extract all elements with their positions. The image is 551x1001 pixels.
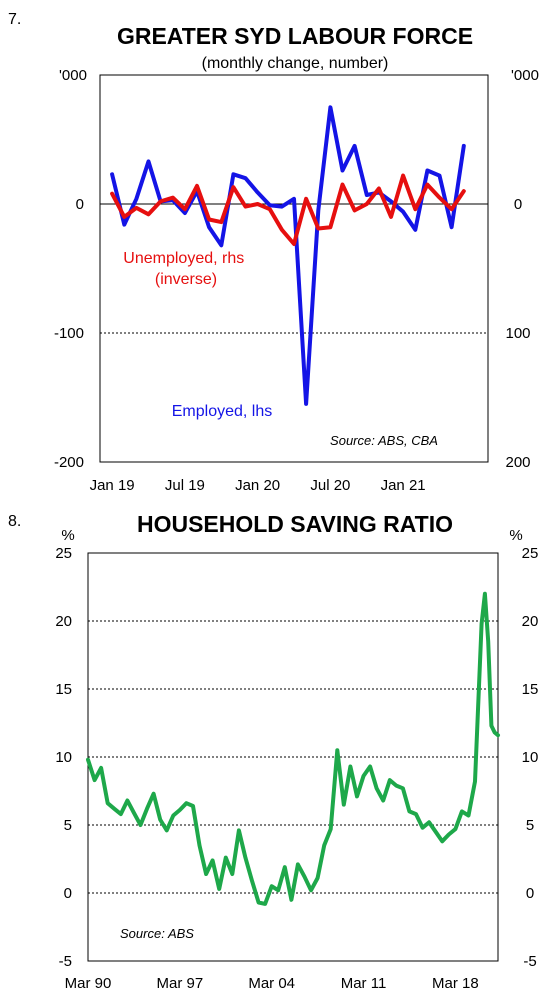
saving-ratio-chart: 8. HOUSEHOLD SAVING RATIO % % 25 25 20 20 15…	[8, 511, 539, 992]
left-tick-label: -5	[59, 953, 72, 970]
left-unit: '000	[59, 67, 87, 84]
right-tick-label: 5	[526, 817, 534, 834]
right-tick-label: 0	[526, 885, 534, 902]
series-label-unemployed: Unemployed, rhs (inverse)	[123, 250, 248, 288]
source-note: Source: ABS	[120, 926, 194, 941]
left-tick-label: -100	[54, 325, 84, 342]
right-tick-label: 100	[505, 325, 530, 342]
right-tick-label: 20	[522, 613, 539, 630]
saving-ratio-series-line	[86, 591, 500, 906]
x-tick-label: Mar 11	[341, 975, 387, 992]
source-note: Source: ABS, CBA	[330, 433, 438, 448]
right-tick-label: 15	[522, 681, 539, 698]
left-tick-label: 0	[76, 196, 84, 213]
left-tick-label: 20	[55, 613, 72, 630]
x-tick-label: Jul 19	[165, 477, 205, 494]
chart-number: 8.	[8, 513, 21, 530]
series-label-employed: Employed, lhs	[172, 403, 273, 420]
x-tick-label: Jan 20	[235, 477, 280, 494]
x-tick-label: Mar 97	[156, 975, 203, 992]
x-tick-label: Mar 90	[65, 975, 112, 992]
x-tick-label: Jan 19	[90, 477, 135, 494]
x-tick-label: Mar 18	[432, 975, 479, 992]
right-tick-label: 0	[514, 196, 522, 213]
chart-subtitle: (monthly change, number)	[202, 55, 389, 72]
left-tick-label: 10	[55, 749, 72, 766]
unemployed-series-line	[110, 173, 466, 246]
plot-area	[99, 74, 489, 463]
right-unit: %	[509, 527, 522, 544]
left-tick-label: 25	[55, 545, 72, 562]
left-unit: %	[61, 527, 74, 544]
right-tick-label: -5	[523, 953, 536, 970]
right-tick-label: 200	[505, 454, 530, 471]
right-tick-label: 10	[522, 749, 539, 766]
x-tick-label: Jan 21	[381, 477, 426, 494]
chart-title: HOUSEHOLD SAVING RATIO	[137, 511, 453, 537]
chart-title: GREATER SYD LABOUR FORCE	[117, 23, 473, 49]
x-tick-label: Jul 20	[310, 477, 350, 494]
left-tick-label: 15	[55, 681, 72, 698]
left-tick-label: 0	[64, 885, 72, 902]
right-unit: '000	[511, 67, 539, 84]
right-tick-label: 25	[522, 545, 539, 562]
left-tick-label: 5	[64, 817, 72, 834]
x-tick-label: Mar 04	[248, 975, 295, 992]
left-tick-label: -200	[54, 454, 84, 471]
chart-number: 7.	[8, 11, 21, 28]
labour-force-chart: 7. GREATER SYD LABOUR FORCE (monthly cha…	[8, 11, 539, 494]
